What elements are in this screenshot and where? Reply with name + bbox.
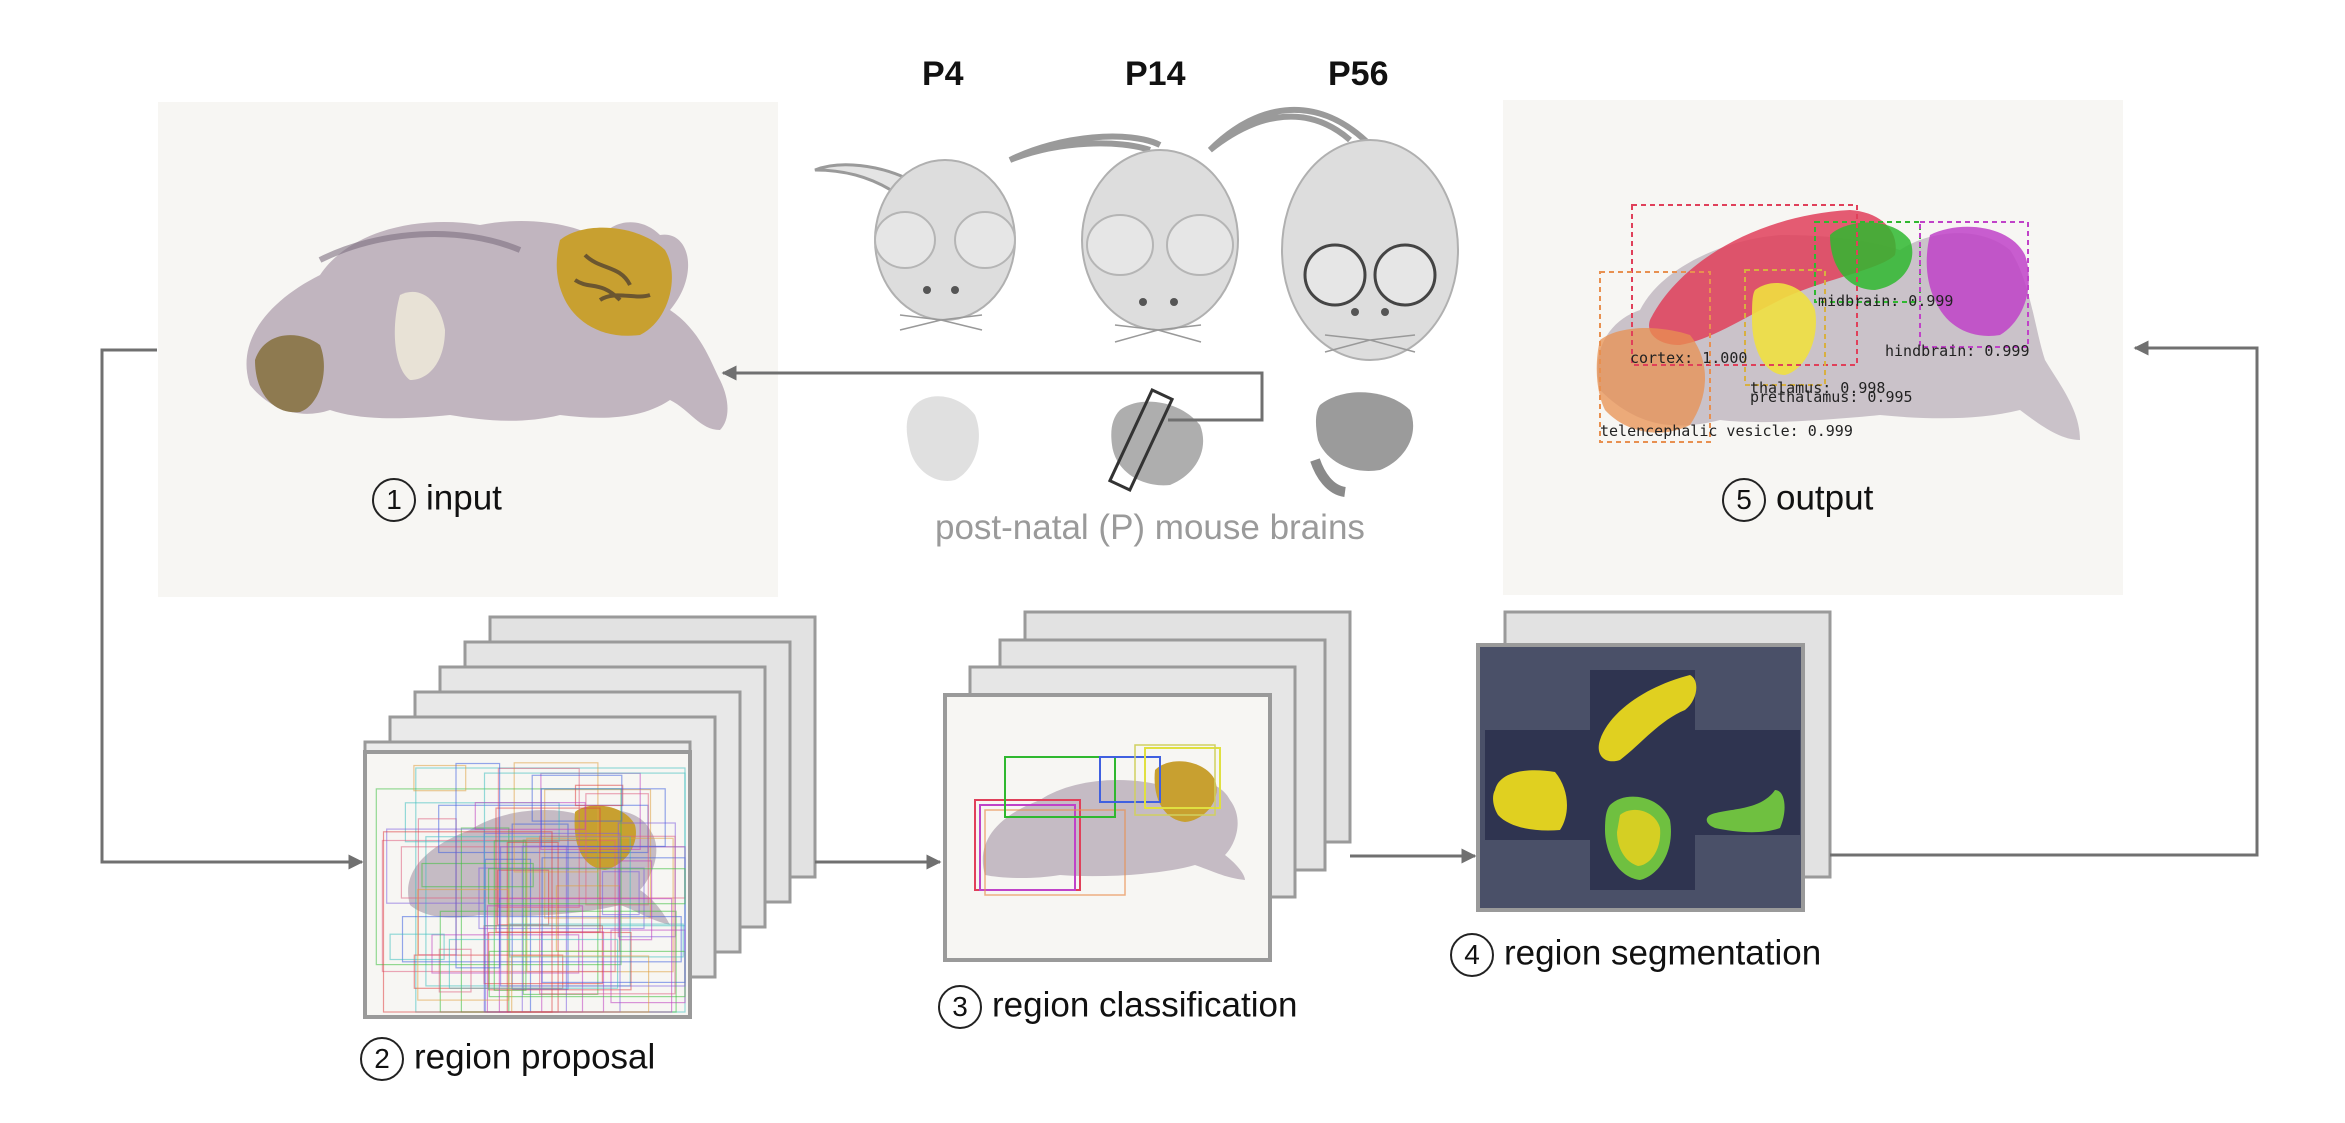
step-number-5: 5 (1722, 478, 1766, 522)
proposal-box (438, 948, 472, 993)
proposal-box (511, 955, 650, 1013)
proposal-boxes (375, 762, 686, 1013)
proposal-box (474, 801, 586, 830)
mice-caption: post-natal (P) mouse brains (935, 508, 1365, 547)
proposal-box (497, 767, 580, 909)
step-text-output: output (1776, 478, 1874, 518)
proposal-box (509, 923, 684, 958)
proposal-box (538, 835, 676, 995)
step-number-3: 3 (938, 985, 982, 1029)
age-label-p56: P56 (1328, 55, 1389, 93)
proposal-box (601, 871, 640, 916)
brain-thumbnail-p14 (1107, 388, 1204, 492)
step-text-segmentation: region segmentation (1504, 933, 1822, 973)
arrow-input-to-proposal (100, 348, 364, 870)
proposal-box (413, 764, 467, 792)
mouse-p14 (1008, 133, 1239, 343)
output-segmentation-image (1596, 204, 2080, 443)
proposal-box (389, 933, 445, 961)
proposal-box (513, 762, 599, 873)
proposal-box (574, 784, 624, 807)
step-text-proposal: region proposal (414, 1037, 656, 1077)
segmentation-stack (1476, 610, 1832, 912)
step-label-classification: 3 region classification (938, 985, 1297, 1029)
proposal-box (448, 938, 619, 989)
input-brain-image (246, 220, 728, 430)
step-text-classification: region classification (992, 985, 1298, 1025)
output-panel: cortex: 1.000 midbrain: 0.999 hindbrain:… (1503, 100, 2123, 595)
step-label-output: 5 output (1722, 478, 1873, 522)
proposal-box (431, 934, 580, 974)
proposal-stack (363, 615, 817, 1019)
arrows (100, 340, 2259, 870)
mouse-p4 (814, 159, 1016, 331)
proposal-box (531, 774, 623, 822)
step-label-input: 1 input (372, 478, 502, 522)
proposal-box (540, 788, 666, 847)
det-label-prethalamus: prethalamus: 0.995 (1750, 388, 1913, 406)
proposal-box (421, 862, 534, 888)
classification-stack (943, 610, 1352, 962)
proposal-box (455, 762, 501, 969)
det-label-cortex: cortex: 1.000 (1630, 349, 1747, 367)
proposal-box (417, 888, 510, 1001)
proposal-box (382, 831, 553, 1013)
arrow-segmentation-to-output (1830, 340, 2259, 857)
seg-mask-telencephalic (1493, 770, 1567, 831)
step-text-input: input (426, 478, 502, 518)
det-label-thalamus: thalamus: 0.998 (1750, 379, 1885, 397)
arrow-brain-to-input (721, 365, 1264, 422)
seg-mask-hindbrain (1706, 790, 1785, 833)
proposal-box (495, 807, 601, 933)
seg-mask-cortex (1598, 675, 1697, 762)
det-label-midbrain: midbrain: 0.999 (1818, 292, 1953, 310)
step-number-4: 4 (1450, 933, 1494, 977)
proposal-box (585, 793, 649, 906)
step-label-segmentation: 4 region segmentation (1450, 933, 1821, 977)
step-number-2: 2 (360, 1037, 404, 1081)
age-label-p14: P14 (1125, 55, 1186, 93)
brain-thumbnail-p4 (906, 396, 979, 481)
proposal-box (618, 860, 653, 941)
proposal-box (488, 868, 686, 905)
mouse-p56 (1207, 106, 1459, 361)
age-label-p4: P4 (922, 55, 964, 93)
input-panel (158, 102, 778, 597)
proposal-box (493, 840, 527, 991)
classification-boxes (974, 744, 1221, 896)
step-label-proposal: 2 region proposal (360, 1037, 655, 1081)
step-number-1: 1 (372, 478, 416, 522)
det-label-telencephalic-vesicle: telencephalic vesicle: 0.999 (1600, 422, 1853, 440)
brain-thumbnail-p56 (1310, 392, 1414, 497)
det-label-hindbrain: hindbrain: 0.999 (1885, 342, 2030, 360)
